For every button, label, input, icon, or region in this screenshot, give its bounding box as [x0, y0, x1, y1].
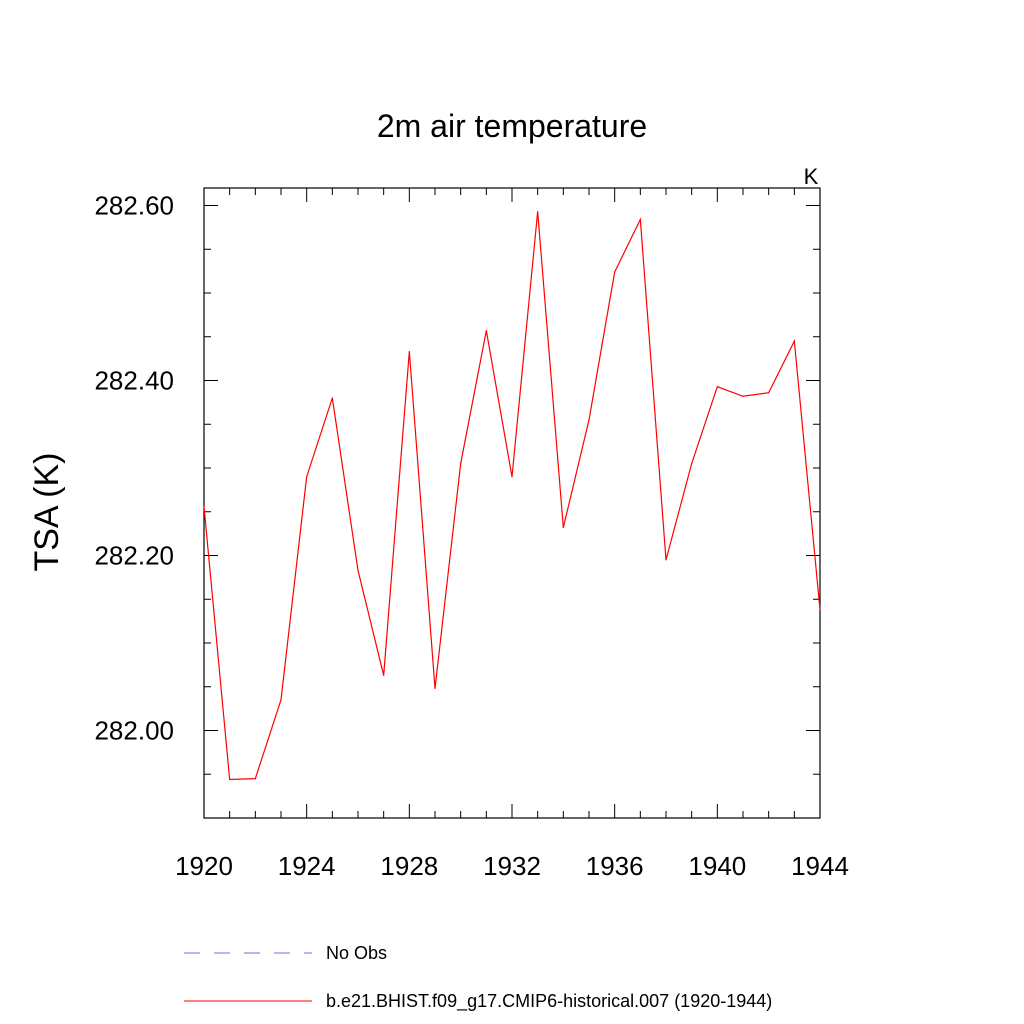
data-point: [229, 778, 231, 781]
y-tick-label: 282.00: [94, 716, 174, 746]
data-point: [280, 699, 282, 701]
series-layer: [203, 211, 821, 781]
data-point: [460, 463, 462, 465]
data-point: [819, 609, 821, 611]
data-point: [434, 687, 436, 690]
data-point: [768, 392, 770, 394]
legend-label-no-obs: No Obs: [326, 943, 387, 963]
data-point: [511, 476, 513, 478]
legend-label-model-run: b.e21.BHIST.f09_g17.CMIP6-historical.007…: [326, 991, 772, 1012]
data-point: [306, 476, 308, 478]
data-point: [254, 778, 256, 780]
plot-frame: [203, 187, 821, 819]
legend: No Obs b.e21.BHIST.f09_g17.CMIP6-histori…: [184, 943, 772, 1012]
x-tick-label: 1940: [688, 851, 746, 881]
y-axis-label: TSA (K): [28, 452, 66, 571]
data-point: [665, 559, 667, 561]
data-point: [562, 526, 564, 529]
x-tick-label: 1928: [380, 851, 438, 881]
y-tick-label: 282.40: [94, 366, 174, 396]
series-line: [203, 211, 821, 781]
data-point: [331, 397, 333, 399]
y-tick-label: 282.60: [94, 191, 174, 221]
y-tick-label: 282.20: [94, 541, 174, 571]
units-label: K: [804, 164, 819, 189]
data-point: [691, 463, 693, 465]
chart-title: 2m air temperature: [377, 108, 647, 144]
data-point: [614, 271, 616, 273]
x-tick-label: 1924: [278, 851, 336, 881]
x-tick-label: 1920: [175, 851, 233, 881]
data-point: [742, 395, 744, 397]
data-point: [793, 340, 795, 342]
data-point: [408, 351, 410, 353]
y-tick-labels: 282.00 282.20 282.40 282.60: [94, 191, 174, 746]
data-point: [357, 569, 359, 571]
x-tick-label: 1936: [586, 851, 644, 881]
x-tick-label: 1944: [791, 851, 849, 881]
data-point: [639, 218, 641, 221]
data-point: [716, 386, 718, 388]
x-tick-label: 1932: [483, 851, 541, 881]
ticks-layer: [203, 188, 821, 819]
data-point: [383, 674, 385, 676]
data-point: [485, 330, 487, 332]
data-point: [203, 505, 205, 508]
x-tick-labels: 1920 1924 1928 1932 1936 1940 1944: [175, 851, 849, 881]
data-point: [537, 211, 539, 213]
data-point: [588, 419, 590, 421]
